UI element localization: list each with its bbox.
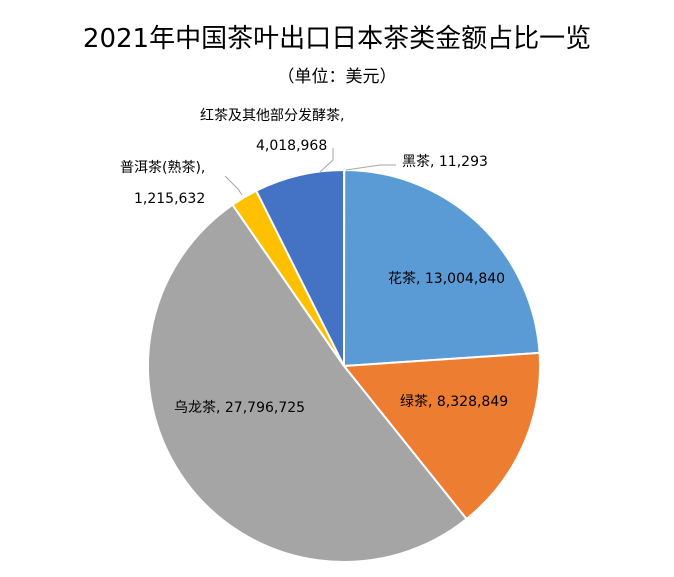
chart-subtitle: （单位：美元） — [277, 67, 397, 87]
label-puer-tea-line2: 1,215,632 — [134, 191, 205, 207]
pie-slice-green-tea — [342, 351, 541, 521]
leader-line-red-tea — [319, 148, 334, 173]
label-oolong-tea: 乌龙茶, 27,796,725 — [174, 400, 305, 416]
leader-line-puer-tea — [224, 175, 243, 196]
label-puer-tea-line1: 普洱茶(熟茶), — [120, 160, 205, 176]
pie-slice-flower-tea — [342, 168, 541, 368]
pie-slices — [147, 168, 541, 563]
data-labels: 黑茶, 11,293 花茶, 13,004,840 绿茶, 8,328,849 … — [120, 108, 508, 416]
label-black-tea: 黑茶, 11,293 — [402, 154, 488, 170]
leader-line-black-tea — [345, 164, 396, 171]
label-red-tea-line2: 4,018,968 — [256, 138, 327, 154]
leader-lines — [224, 148, 396, 196]
chart-title: 2021年中国茶叶出口日本茶类金额占比一览 — [82, 24, 592, 54]
pie-slice-oolong-tea — [147, 203, 468, 563]
label-green-tea: 绿茶, 8,328,849 — [400, 394, 508, 410]
pie-slice-red-tea — [254, 168, 345, 367]
label-red-tea-line1: 红茶及其他部分发酵茶, — [200, 108, 344, 124]
label-flower-tea: 花茶, 13,004,840 — [388, 271, 505, 287]
